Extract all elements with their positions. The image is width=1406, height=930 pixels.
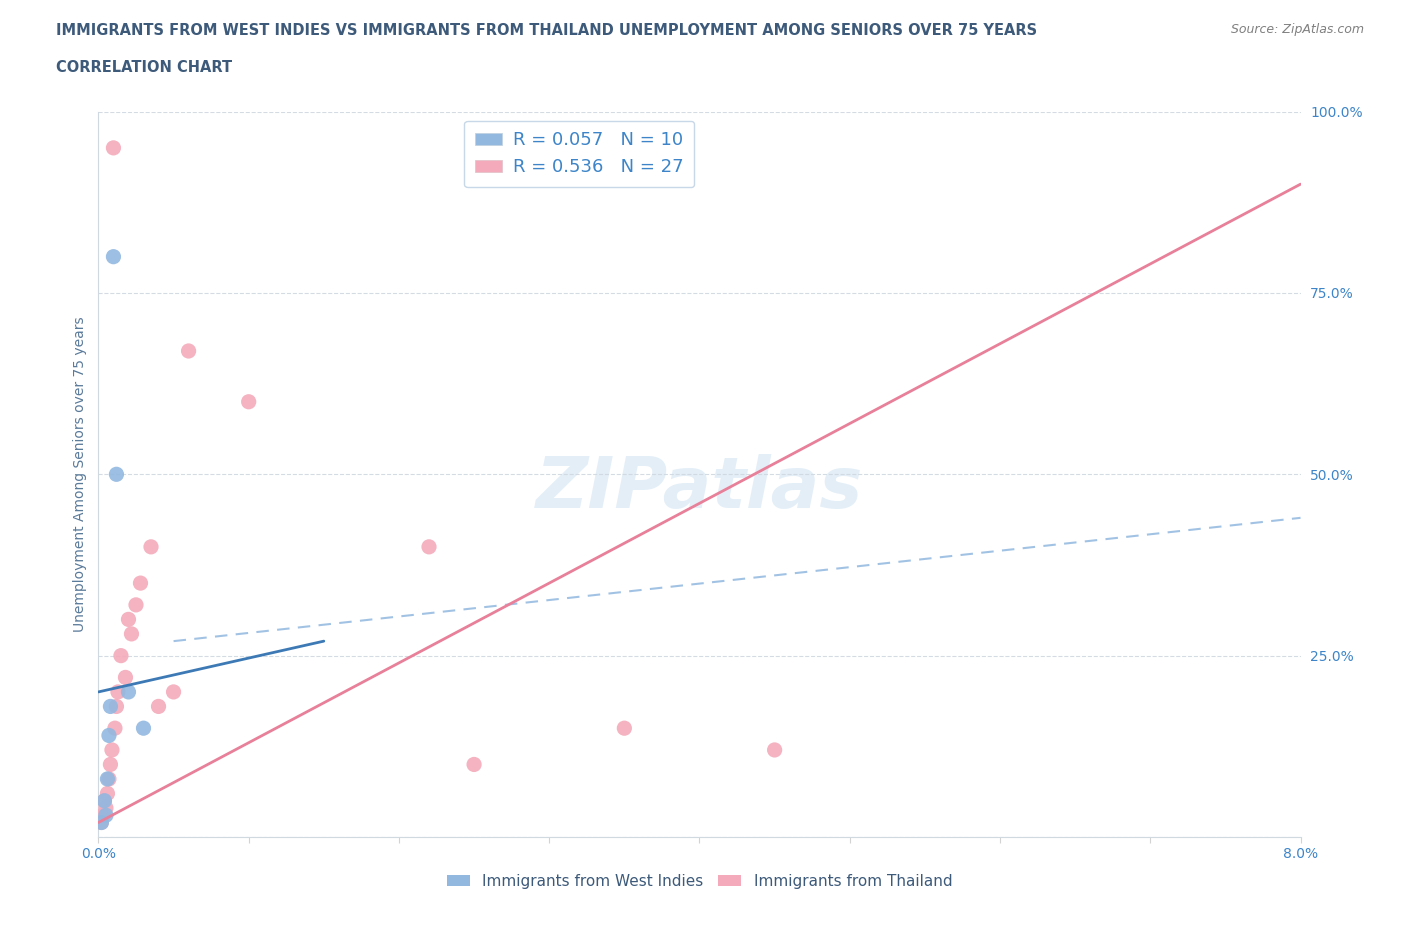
Point [90, 815, 112, 830]
Point [103, 249, 125, 264]
Text: CORRELATION CHART: CORRELATION CHART [56, 60, 232, 75]
Point [107, 684, 129, 699]
Point [97, 772, 120, 787]
Point [93, 793, 115, 808]
Text: ZIPatlas: ZIPatlas [536, 455, 863, 524]
Point [763, 742, 786, 757]
Point [129, 576, 152, 591]
Point [100, 757, 122, 772]
Point [148, 699, 170, 714]
Point [418, 539, 440, 554]
Point [613, 721, 636, 736]
Point [238, 394, 260, 409]
Text: IMMIGRANTS FROM WEST INDIES VS IMMIGRANTS FROM THAILAND UNEMPLOYMENT AMONG SENIO: IMMIGRANTS FROM WEST INDIES VS IMMIGRANT… [56, 23, 1038, 38]
Point [105, 699, 128, 714]
Point [105, 467, 128, 482]
Point [101, 742, 124, 757]
Point [96, 786, 118, 801]
Point [117, 612, 139, 627]
Y-axis label: Unemployment Among Seniors over 75 years: Unemployment Among Seniors over 75 years [73, 316, 87, 632]
Point [125, 597, 148, 612]
Point [94, 808, 117, 823]
Point [117, 684, 139, 699]
Point [114, 670, 136, 684]
Legend: Immigrants from West Indies, Immigrants from Thailand: Immigrants from West Indies, Immigrants … [440, 868, 959, 895]
Point [90, 815, 112, 830]
Point [104, 721, 127, 736]
Point [162, 684, 184, 699]
Point [103, 140, 125, 155]
Point [110, 648, 132, 663]
Point [463, 757, 485, 772]
Point [177, 343, 200, 358]
Point [93, 793, 115, 808]
Point [100, 699, 122, 714]
Point [91, 808, 114, 823]
Point [94, 801, 117, 816]
Point [139, 539, 162, 554]
Point [121, 627, 143, 642]
Point [96, 772, 118, 787]
Point [132, 721, 155, 736]
Point [97, 728, 120, 743]
Text: Source: ZipAtlas.com: Source: ZipAtlas.com [1230, 23, 1364, 36]
